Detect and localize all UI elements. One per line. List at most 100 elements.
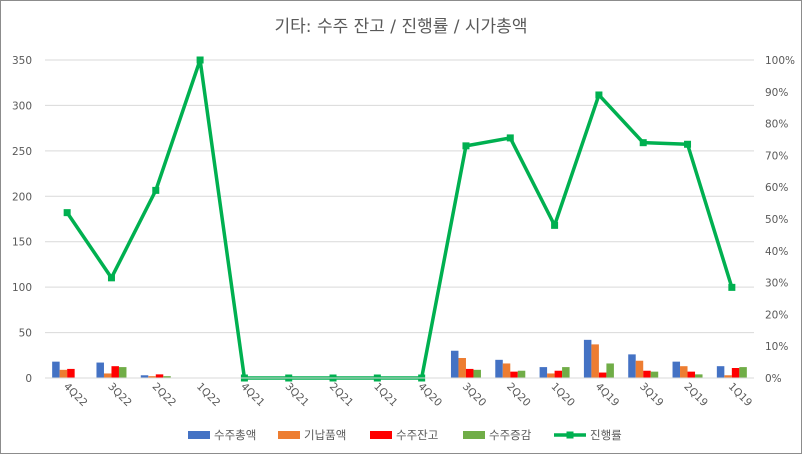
right-axis-tick-label: 70% (765, 150, 788, 162)
point-진행률 (551, 221, 559, 229)
bar-수주증감 (118, 367, 127, 378)
bar-수주총액 (583, 339, 592, 378)
legend-swatch-수주총액 (188, 431, 210, 439)
right-axis-tick-label: 50% (765, 214, 788, 226)
x-axis-tick-label: 4Q22 (61, 381, 90, 410)
bar-수주총액 (96, 362, 104, 378)
gridlines (45, 59, 754, 334)
axes: 0 50 100 150 200 250 300 350 0% 10% 20% 30% 40% 50% 60… (12, 55, 795, 409)
x-axis-tick-label: 3Q21 (283, 381, 312, 410)
bar-수주잔고 (731, 368, 740, 378)
left-axis-tick-label: 50 (19, 328, 32, 340)
bar-수주잔고 (510, 371, 518, 378)
bar-수주증감 (695, 374, 703, 378)
right-axis-tick-label: 40% (765, 246, 788, 258)
bar-수주증감 (606, 363, 614, 378)
point-진행률 (684, 140, 692, 148)
point-진행률 (728, 283, 736, 291)
bar-수주총액 (628, 354, 636, 378)
bar-기납품액 (103, 373, 112, 378)
bar-수주증감 (163, 376, 171, 378)
bar-수주잔고 (67, 368, 75, 378)
point-진행률 (639, 139, 647, 147)
bar-수주증감 (562, 367, 570, 378)
right-axis-tick-label: 100% (765, 55, 795, 67)
left-axis-tick-label: 150 (12, 237, 32, 249)
right-axis-tick-label: 90% (765, 87, 788, 99)
bar-수주총액 (539, 367, 548, 378)
point-진행률 (462, 142, 470, 150)
x-axis-tick-label: 1Q19 (726, 381, 755, 410)
left-axis-tick-label: 350 (12, 55, 32, 67)
x-axis-tick-label: 3Q20 (460, 381, 489, 410)
point-진행률 (595, 91, 603, 99)
right-axis-tick-label: 10% (765, 341, 788, 353)
x-axis-tick-label: 1Q20 (548, 381, 577, 410)
bar-수주총액 (672, 361, 681, 378)
bar-기납품액 (635, 360, 644, 378)
line-진행률 (65, 58, 734, 380)
bar-수주총액 (140, 375, 149, 378)
bar-수주잔고 (155, 374, 164, 378)
legend-swatch-수주잔고 (370, 431, 392, 439)
bar-수주총액 (450, 350, 459, 378)
bar-수주잔고 (554, 370, 563, 378)
bar-기납품액 (591, 344, 599, 378)
left-axis-tick-label: 250 (12, 146, 32, 158)
x-axis-tick-label: 4Q21 (238, 381, 267, 410)
right-axis-tick-label: 0% (765, 373, 782, 385)
bar-수주총액 (495, 359, 503, 378)
legend-marker-진행률 (566, 431, 574, 439)
legend-label: 수주잔고 (396, 428, 438, 442)
bar-기납품액 (724, 375, 732, 378)
right-axis-tick-label: 60% (765, 182, 788, 194)
x-axis-tick-label: 2Q20 (504, 381, 533, 410)
bar-수주잔고 (111, 366, 119, 378)
right-axis-tick-label: 80% (765, 119, 788, 131)
bar-series (52, 339, 747, 378)
x-axis-tick-label: 4Q19 (593, 381, 622, 410)
chart-title: 기타: 수주 잔고 / 진행률 / 시가총액 (275, 17, 528, 37)
bar-수주잔고 (687, 371, 696, 378)
bar-수주총액 (52, 361, 60, 378)
point-진행률 (63, 209, 71, 217)
left-axis-tick-label: 200 (12, 191, 32, 203)
bar-수주총액 (716, 366, 725, 378)
x-axis-tick-label: 4Q20 (416, 381, 445, 410)
bar-수주증감 (650, 371, 659, 378)
bar-수주증감 (473, 369, 481, 378)
legend-label: 진행률 (590, 428, 622, 442)
bar-기납품액 (59, 369, 68, 378)
point-진행률 (152, 186, 160, 194)
x-axis-tick-label: 2Q21 (327, 381, 356, 410)
right-axis-tick-label: 20% (765, 309, 788, 321)
bar-수주증감 (517, 370, 526, 378)
point-진행률 (506, 134, 514, 142)
bar-수주잔고 (643, 370, 651, 378)
bar-기납품액 (502, 363, 511, 378)
left-axis-tick-label: 100 (12, 282, 32, 294)
legend-swatch-기납품액 (278, 431, 300, 439)
bar-기납품액 (148, 376, 156, 378)
bar-기납품액 (547, 373, 555, 378)
bar-기납품액 (680, 366, 688, 378)
legend-label: 기납품액 (304, 428, 346, 442)
x-axis-tick-label: 2Q22 (150, 381, 179, 410)
bar-수주잔고 (465, 368, 474, 378)
bar-수주잔고 (598, 372, 607, 378)
left-axis-tick-label: 300 (12, 100, 32, 112)
x-axis-tick-label: 3Q22 (105, 381, 134, 410)
x-axis-tick-label: 1Q22 (194, 381, 223, 410)
left-axis-tick-label: 0 (25, 373, 32, 385)
legend: 수주총액 기납품액 수주잔고 수주증감 진행률 (188, 428, 622, 442)
point-진행률 (107, 274, 115, 282)
right-axis-tick-label: 30% (765, 278, 788, 290)
legend-label: 수주증감 (489, 428, 532, 442)
x-axis-tick-label: 1Q21 (371, 381, 400, 410)
x-axis-tick-label: 3Q19 (637, 381, 666, 410)
x-axis-tick-label: 2Q19 (681, 381, 710, 410)
legend-swatch-수주증감 (463, 431, 485, 439)
bar-기납품액 (458, 358, 466, 378)
